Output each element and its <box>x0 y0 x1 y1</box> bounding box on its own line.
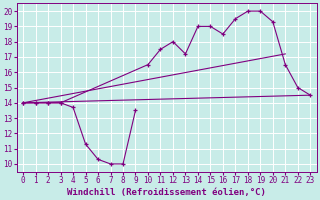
X-axis label: Windchill (Refroidissement éolien,°C): Windchill (Refroidissement éolien,°C) <box>67 188 266 197</box>
